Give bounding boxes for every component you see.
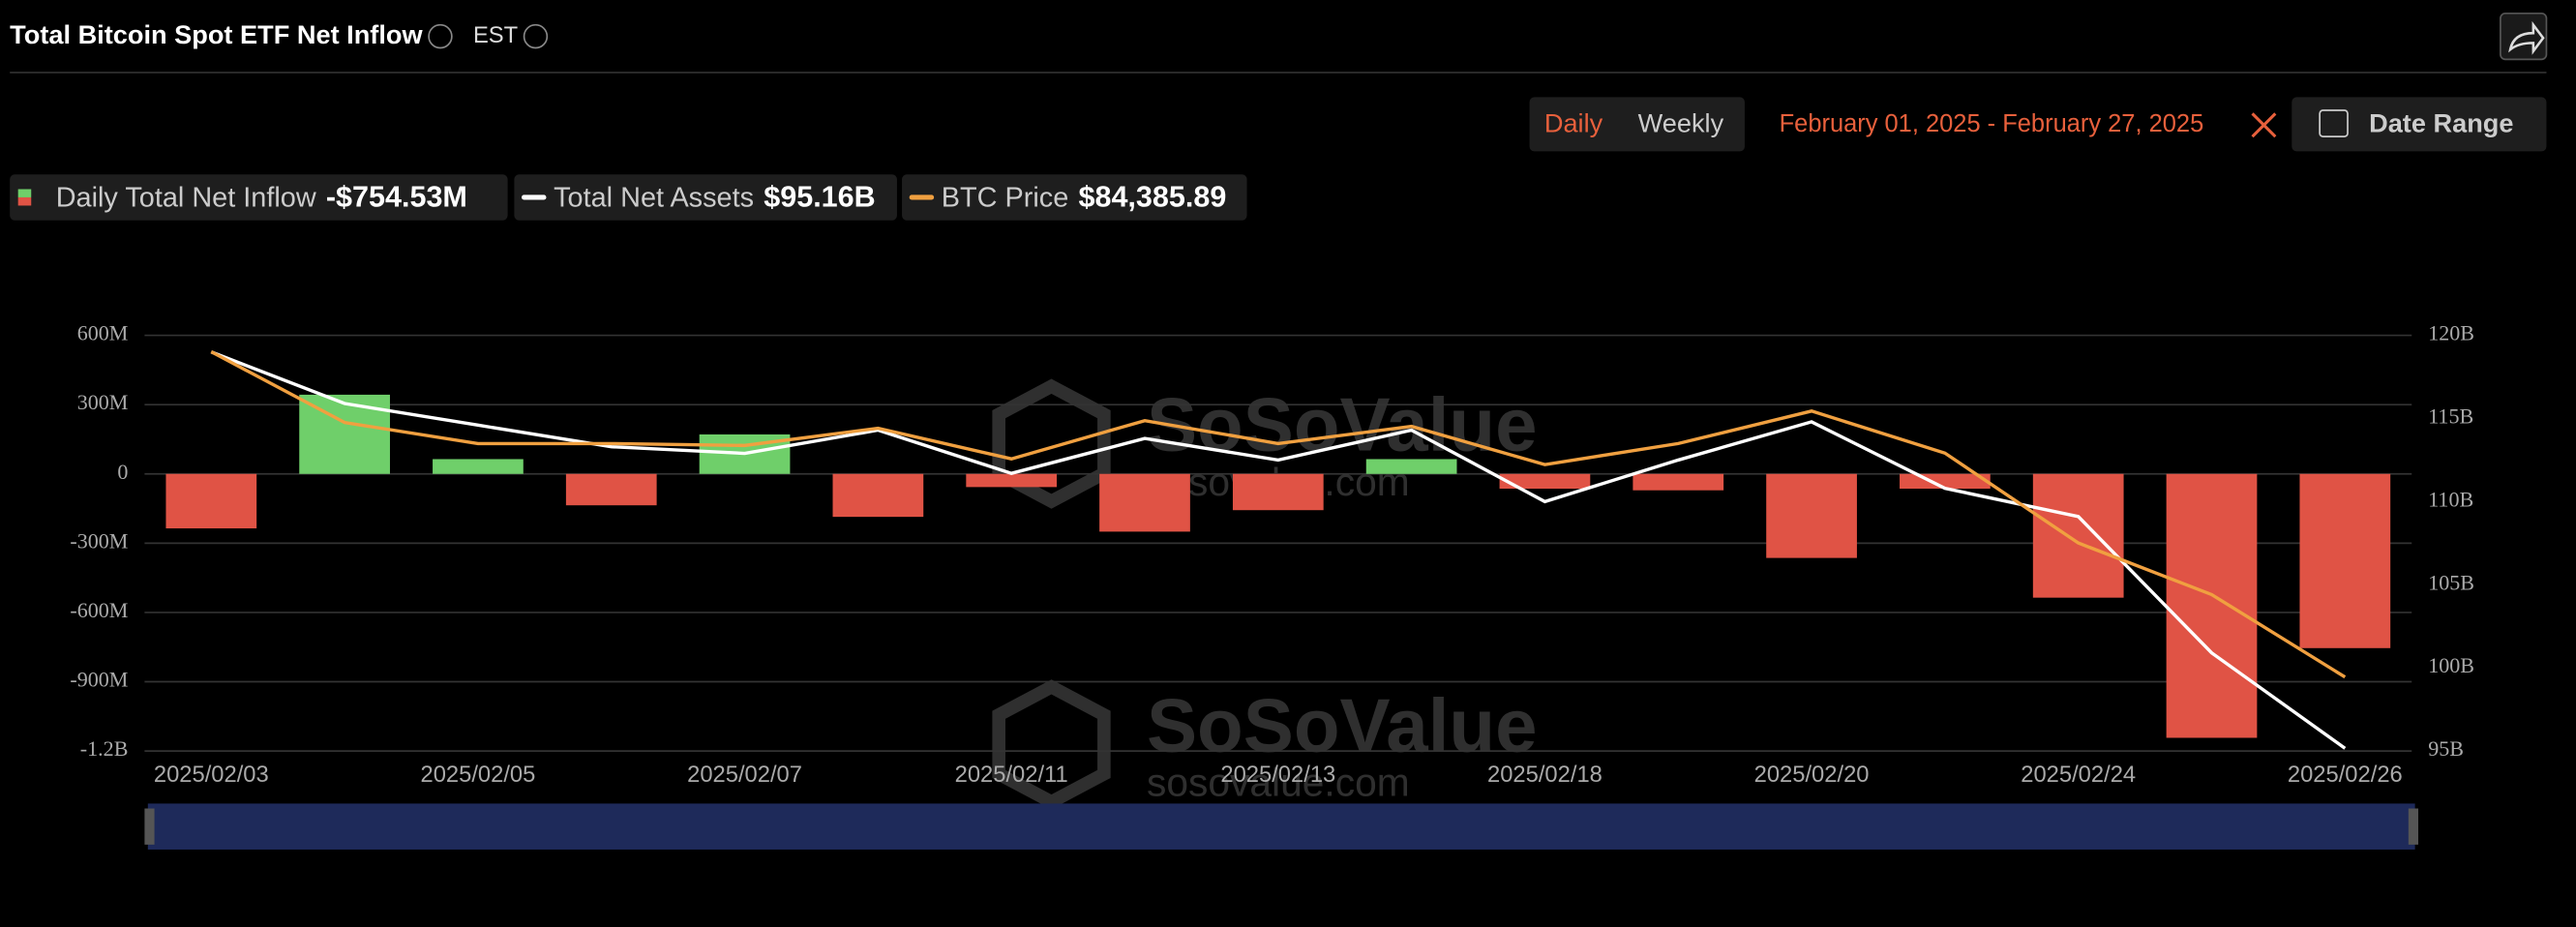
watermark-brand: SoSoValue <box>1147 682 1538 767</box>
navigator-handle[interactable] <box>2408 808 2419 845</box>
watermark-logo <box>992 378 1111 509</box>
legend-name: Daily Total Net Inflow <box>56 182 316 213</box>
watermark: SoSoValue sosovalue.com SoSoValue sosova… <box>992 378 1538 810</box>
date-range-label: Date Range <box>2369 107 2513 137</box>
y2-tick-label: 95B <box>2428 736 2464 761</box>
bar <box>1766 473 1857 558</box>
bar <box>966 473 1058 488</box>
clear-date[interactable] <box>2251 112 2277 138</box>
y-tick-label: -1.2B <box>80 736 129 761</box>
y2-tick-label: 115B <box>2428 404 2473 429</box>
legend-item <box>10 174 508 221</box>
watermark-brand: SoSoValue <box>1147 382 1538 467</box>
legend-value: $95.16B <box>764 181 876 214</box>
navigator[interactable] <box>147 803 2415 850</box>
y2-tick-label: 105B <box>2428 570 2474 594</box>
legend-value: -$754.53M <box>326 181 467 214</box>
x-tick-label: 2025/02/26 <box>2288 762 2403 788</box>
line <box>210 350 2347 679</box>
bar <box>832 473 924 518</box>
x-tick-label: 2025/02/20 <box>1754 762 1870 788</box>
bar <box>1632 473 1724 491</box>
legend-value: $84,385.89 <box>1078 181 1226 214</box>
info-icon[interactable] <box>523 23 549 49</box>
bar <box>2166 473 2258 738</box>
y2-tick-label: 110B <box>2428 487 2473 511</box>
y-tick-label: -900M <box>70 668 128 692</box>
y-tick-label: 0 <box>117 460 128 484</box>
weekly-tab[interactable]: Weekly <box>1638 107 1724 137</box>
x-tick-label: 2025/02/18 <box>1487 762 1603 788</box>
share-icon <box>2508 20 2545 55</box>
navigator-handle[interactable] <box>144 808 155 845</box>
legend-item <box>514 174 897 221</box>
x-tick-label: 2025/02/05 <box>420 762 535 788</box>
y-tick-label: -300M <box>70 528 128 553</box>
daily-tab[interactable]: Daily <box>1544 107 1603 137</box>
bar <box>1232 473 1324 511</box>
bar <box>165 473 257 529</box>
share-button[interactable] <box>2500 12 2548 61</box>
y-tick-label: -600M <box>70 598 128 622</box>
bar <box>1365 459 1457 474</box>
calendar-icon <box>2319 109 2349 138</box>
info-icon[interactable] <box>428 23 453 49</box>
legend-name: BTC Price <box>942 182 1069 213</box>
y2-tick-label: 100B <box>2428 653 2474 677</box>
x-tick-label: 2025/02/07 <box>687 762 802 788</box>
y-tick-label: 300M <box>77 390 129 414</box>
timezone: EST <box>473 22 518 48</box>
legend-swatch <box>17 196 32 206</box>
bar <box>1099 473 1190 532</box>
x-tick-label: 2025/02/13 <box>1220 762 1335 788</box>
watermark-site: sosovalue.com <box>1147 761 1410 805</box>
bar <box>2299 473 2391 648</box>
bar <box>565 473 657 506</box>
y2-tick-label: 120B <box>2428 321 2474 345</box>
period-toggle <box>1529 97 1745 152</box>
watermark-logo <box>992 679 1111 810</box>
x-tick-label: 2025/02/24 <box>2021 762 2136 788</box>
legend-name: Total Net Assets <box>554 182 754 213</box>
legend-item <box>902 174 1247 221</box>
line <box>210 350 2347 750</box>
bar <box>433 459 524 474</box>
bar <box>2032 473 2124 598</box>
x-tick-label: 2025/02/03 <box>154 762 269 788</box>
title: Total Bitcoin Spot ETF Net Inflow <box>10 19 423 49</box>
x-tick-label: 2025/02/11 <box>955 762 1068 788</box>
bar <box>1499 473 1591 490</box>
legend-swatch <box>17 189 32 197</box>
date-range-button[interactable] <box>2291 97 2547 152</box>
y-tick-label: 600M <box>77 321 129 345</box>
date-range-text: February 01, 2025 - February 27, 2025 <box>1780 110 2204 137</box>
